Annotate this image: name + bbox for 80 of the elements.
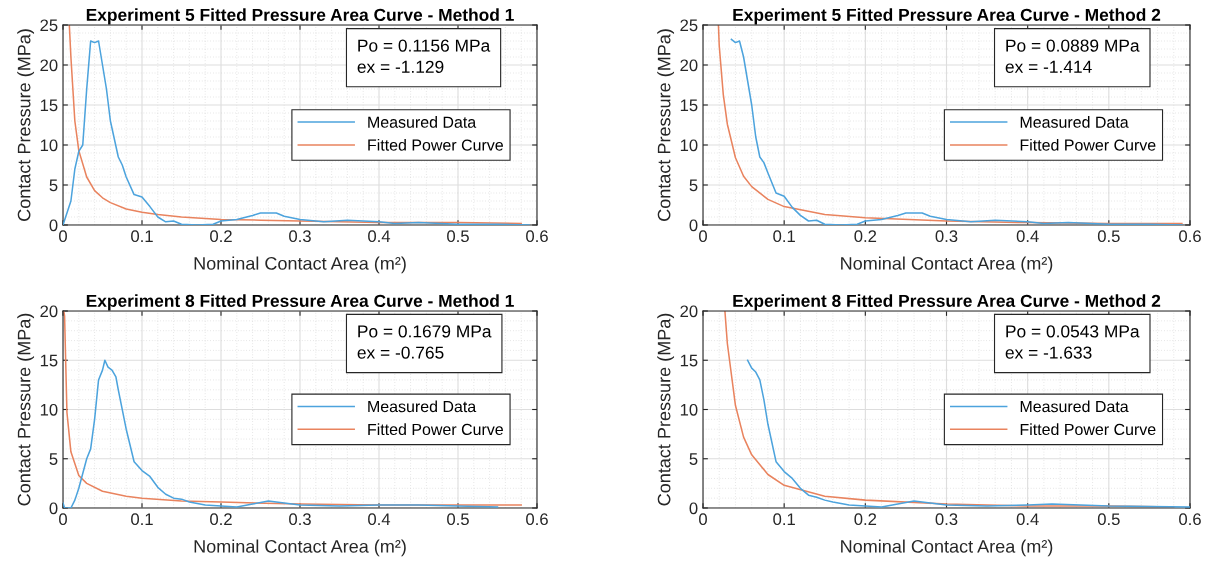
y-tick-label: 10 (680, 403, 698, 416)
x-tick-label: 0.2 (210, 513, 232, 526)
y-axis-title: Contact Pressure (MPa) (657, 313, 675, 506)
x-tick-label: 0.1 (773, 513, 795, 526)
y-axis-title: Contact Pressure (MPa) (17, 29, 35, 221)
x-axis-title: Nominal Contact Area (m²) (194, 256, 406, 274)
y-tick-label: 0 (49, 219, 58, 232)
x-tick-label: 0 (59, 230, 67, 243)
y-axis-title: Contact Pressure (MPa) (657, 29, 675, 221)
line-series (63, 311, 522, 506)
legend-label: Fitted Power Curve (1020, 138, 1156, 151)
x-axis-title: Nominal Contact Area (m²) (841, 539, 1053, 557)
y-tick-label: 25 (680, 19, 698, 32)
legend-label: Fitted Power Curve (368, 423, 503, 436)
legend-label: Measured Data (368, 116, 477, 128)
y-tick-label: 15 (680, 99, 698, 112)
y-tick-label: 0 (49, 502, 58, 515)
x-tick-label: 0.4 (1016, 513, 1039, 526)
x-tick-label: 0.5 (1097, 230, 1120, 243)
x-tick-label: 0.4 (368, 513, 391, 526)
y-tick-label: 10 (40, 403, 58, 416)
y-tick-label: 15 (40, 99, 58, 112)
x-tick-label: 0.3 (935, 513, 958, 526)
y-tick-label: 20 (40, 305, 58, 318)
annotation: Po = 0.1156 MPa (358, 39, 491, 52)
annotation: ex = -1.129 (357, 60, 444, 73)
x-tick-label: 0.6 (526, 230, 548, 243)
y-tick-label: 5 (49, 453, 58, 465)
x-tick-label: 0.6 (1179, 230, 1201, 243)
x-tick-label: 0.5 (1097, 513, 1120, 526)
x-tick-label: 0.1 (773, 230, 795, 243)
x-tick-label: 0.2 (854, 513, 877, 526)
annotation: Po = 0.1679 MPa (358, 325, 492, 338)
x-tick-label: 0.6 (1179, 513, 1201, 526)
x-tick-label: 0.4 (368, 230, 391, 243)
x-tick-label: 0.4 (1016, 230, 1039, 243)
legend-label: Fitted Power Curve (368, 138, 503, 151)
x-tick-label: 0.1 (131, 230, 153, 243)
x-tick-label: 0 (699, 513, 707, 526)
y-tick-label: 20 (40, 59, 58, 72)
y-tick-label: 0 (689, 502, 698, 515)
annotation: ex = -1.414 (1005, 60, 1092, 73)
x-tick-label: 0.6 (526, 513, 548, 526)
y-tick-label: 15 (40, 354, 58, 367)
annotation: ex = -0.765 (357, 346, 444, 359)
x-axis-title: Nominal Contact Area (m²) (194, 539, 406, 557)
y-tick-label: 25 (40, 19, 58, 32)
chart-title: Experiment 8 Fitted Pressure Area Curve - Method 1 (86, 294, 514, 311)
y-axis-title: Contact Pressure (MPa) (17, 313, 35, 506)
line-series (746, 359, 1190, 508)
x-axis-title: Nominal Contact Area (m²) (841, 256, 1053, 274)
legend-label: Fitted Power Curve (1020, 423, 1156, 436)
x-tick-label: 0.3 (289, 513, 311, 526)
legend-label: Measured Data (1020, 116, 1129, 128)
chart-title: Experiment 5 Fitted Pressure Area Curve - Method 2 (733, 8, 1161, 25)
x-tick-label: 0.3 (935, 230, 958, 243)
x-tick-label: 0.2 (854, 230, 877, 243)
x-tick-label: 0.2 (210, 230, 232, 243)
y-tick-label: 10 (40, 139, 58, 152)
y-tick-label: 15 (680, 354, 698, 367)
x-tick-label: 0.3 (289, 230, 311, 243)
x-tick-label: 0.5 (447, 513, 469, 526)
y-tick-label: 5 (689, 453, 698, 465)
legend-label: Measured Data (368, 400, 477, 413)
annotation: Po = 0.0889 MPa (1006, 39, 1140, 52)
y-tick-label: 5 (689, 179, 698, 192)
chart-title: Experiment 8 Fitted Pressure Area Curve - Method 2 (733, 294, 1161, 311)
x-tick-label: 0.1 (131, 513, 153, 526)
y-tick-label: 20 (680, 305, 698, 318)
y-tick-label: 5 (49, 179, 58, 192)
y-tick-label: 20 (680, 59, 698, 72)
y-tick-label: 10 (680, 139, 698, 152)
x-tick-label: 0 (699, 230, 707, 243)
annotation: Po = 0.0543 MPa (1006, 325, 1140, 338)
x-tick-label: 0.5 (447, 230, 469, 243)
annotation: ex = -1.633 (1005, 346, 1092, 359)
chart-title: Experiment 5 Fitted Pressure Area Curve - Method 1 (86, 8, 514, 25)
y-tick-label: 0 (689, 219, 698, 232)
x-tick-label: 0 (59, 513, 67, 526)
legend-label: Measured Data (1020, 400, 1129, 413)
